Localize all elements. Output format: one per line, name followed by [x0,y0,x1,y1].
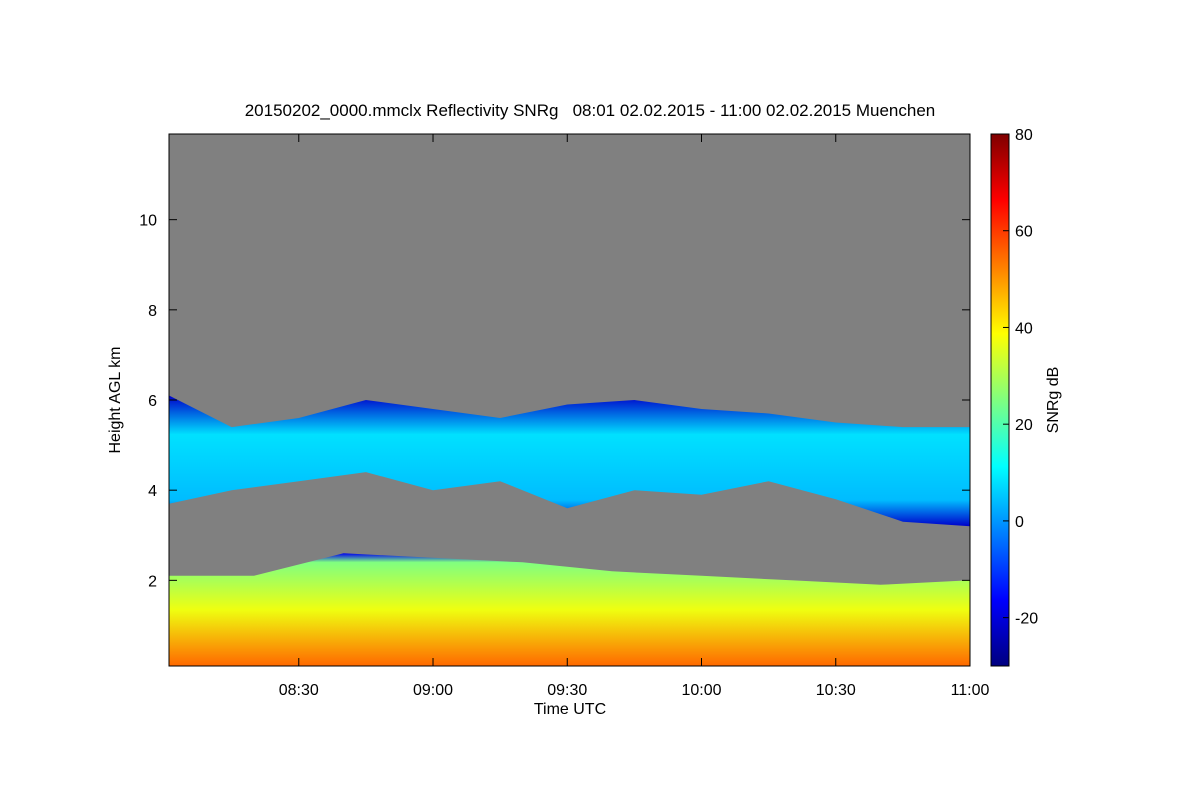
y-tick-label: 6 [148,393,157,410]
colorbar-gradient [990,133,1010,667]
colorbar-tick-label: -20 [1015,611,1038,628]
x-axis: 08:30 09:00 09:30 10:00 10:30 11:00 [279,134,990,699]
y-tick-label: 8 [148,303,157,320]
y-tick-label: 10 [139,213,157,230]
lower-precipitation-layer [169,553,970,666]
x-tick-label: 10:30 [816,682,856,699]
colorbar-tick-label: 60 [1015,224,1033,241]
colorbar-tick-label: 80 [1015,127,1033,144]
colorbar-ticks: -20 0 20 40 60 80 [1003,127,1038,628]
x-tick-label: 11:00 [951,682,990,699]
x-tick-label: 10:00 [681,682,721,699]
y-axis-label: Height AGL km [107,346,124,453]
colorbar-tick-label: 40 [1015,320,1033,337]
echo-layers [169,395,970,666]
plot-area [168,133,971,667]
x-tick-label: 09:30 [547,682,587,699]
y-tick-label: 4 [148,483,157,500]
x-tick-label: 09:00 [413,682,453,699]
x-tick-label: 08:30 [279,682,319,699]
x-axis-label: Time UTC [534,701,606,718]
colorbar-label: SNRg dB [1045,367,1062,434]
upper-cloud-layer [169,395,970,527]
y-axis: 2 4 6 8 10 [139,213,970,590]
y-tick-label: 2 [148,573,157,590]
chart-title: 20150202_0000.mmclx Reflectivity SNRg 08… [245,101,936,120]
colorbar-tick-label: 20 [1015,417,1033,434]
colorbar-tick-label: 0 [1015,514,1024,531]
colorbar: -20 0 20 40 60 80 SNRg dB [990,127,1062,667]
